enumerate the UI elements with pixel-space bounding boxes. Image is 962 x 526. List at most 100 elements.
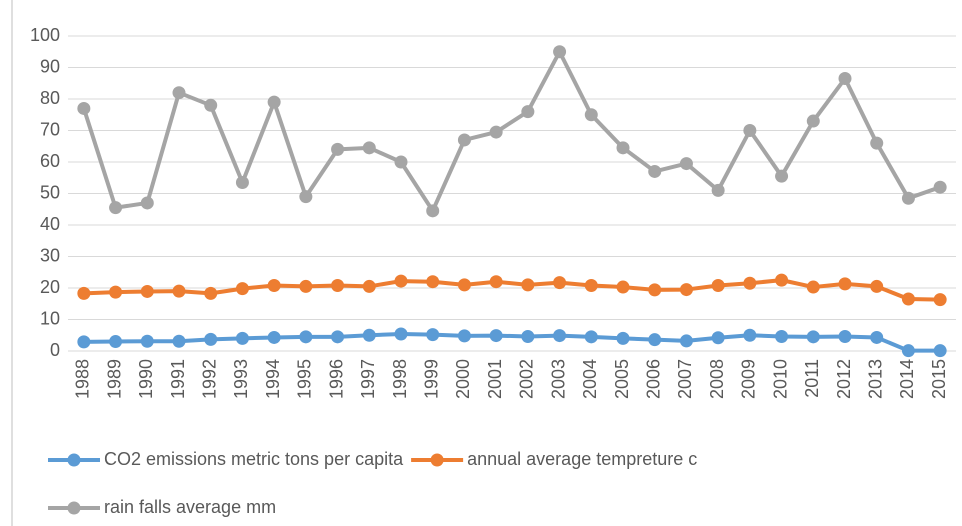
x-tick-label: 2011 bbox=[802, 359, 822, 398]
point bbox=[775, 169, 789, 183]
legend-label: annual average tempreture c bbox=[467, 449, 697, 469]
point bbox=[109, 285, 123, 299]
point bbox=[109, 335, 123, 349]
x-tick-label: 1993 bbox=[231, 359, 251, 399]
point bbox=[648, 164, 662, 178]
point bbox=[394, 327, 408, 341]
point bbox=[331, 330, 345, 344]
point bbox=[489, 125, 503, 139]
x-tick-label: 2009 bbox=[739, 359, 759, 399]
y-tick-label: 0 bbox=[50, 340, 60, 360]
x-tick-label: 2004 bbox=[580, 359, 600, 399]
point bbox=[838, 72, 852, 86]
point bbox=[521, 278, 535, 292]
x-tick-label: 1994 bbox=[263, 359, 283, 399]
point bbox=[394, 155, 408, 169]
point bbox=[457, 278, 471, 292]
point bbox=[775, 330, 789, 344]
x-tick-label: 1990 bbox=[136, 359, 156, 399]
point bbox=[711, 278, 725, 292]
y-tick-label: 90 bbox=[40, 56, 60, 76]
series-line bbox=[81, 49, 941, 213]
point bbox=[426, 275, 440, 289]
point bbox=[172, 86, 186, 100]
x-tick-label: 2013 bbox=[865, 359, 885, 399]
point bbox=[711, 183, 725, 197]
point bbox=[679, 334, 693, 348]
x-tick-label: 2006 bbox=[643, 359, 663, 399]
y-tick-label: 10 bbox=[40, 308, 60, 328]
point bbox=[362, 141, 376, 155]
point bbox=[521, 105, 535, 119]
x-tick-label: 1995 bbox=[295, 359, 315, 399]
point bbox=[838, 277, 852, 291]
legend-label: CO2 emissions metric tons per capita bbox=[104, 449, 404, 469]
point bbox=[933, 180, 947, 194]
point bbox=[901, 344, 915, 358]
point bbox=[806, 280, 820, 294]
x-tick-label: 1992 bbox=[199, 359, 219, 399]
point bbox=[172, 284, 186, 298]
point bbox=[743, 328, 757, 342]
point bbox=[140, 284, 154, 298]
x-tick-label: 1991 bbox=[168, 359, 188, 399]
point bbox=[901, 191, 915, 205]
y-tick-label: 70 bbox=[40, 119, 60, 139]
point bbox=[679, 283, 693, 297]
x-tick-label: 2005 bbox=[612, 359, 632, 399]
point bbox=[648, 283, 662, 297]
x-tick-label: 2014 bbox=[897, 359, 917, 399]
point bbox=[331, 142, 345, 156]
point bbox=[109, 201, 123, 215]
legend-label: rain falls average mm bbox=[104, 497, 276, 517]
point bbox=[870, 330, 884, 344]
y-tick-label: 60 bbox=[40, 151, 60, 171]
legend-marker bbox=[67, 501, 81, 515]
point bbox=[489, 275, 503, 289]
series-line bbox=[83, 278, 941, 302]
point bbox=[806, 114, 820, 128]
x-tick-label: 1996 bbox=[326, 359, 346, 399]
point bbox=[711, 331, 725, 345]
legend-marker bbox=[67, 453, 81, 467]
point bbox=[933, 344, 947, 358]
y-tick-label: 80 bbox=[40, 88, 60, 108]
point bbox=[235, 331, 249, 345]
point bbox=[584, 330, 598, 344]
x-tick-label: 2015 bbox=[929, 359, 949, 399]
x-tick-label: 2010 bbox=[770, 359, 790, 399]
point bbox=[140, 334, 154, 348]
point bbox=[235, 175, 249, 189]
point bbox=[362, 328, 376, 342]
point bbox=[331, 278, 345, 292]
x-tick-label: 2000 bbox=[453, 359, 473, 399]
point bbox=[870, 279, 884, 293]
point bbox=[267, 278, 281, 292]
chart-frame bbox=[11, 0, 962, 526]
point bbox=[204, 286, 218, 300]
point bbox=[426, 204, 440, 218]
point bbox=[838, 330, 852, 344]
point bbox=[426, 328, 440, 342]
point bbox=[521, 330, 535, 344]
x-tick-label: 1999 bbox=[421, 359, 441, 399]
point bbox=[77, 101, 91, 115]
point bbox=[362, 279, 376, 293]
point bbox=[775, 273, 789, 287]
point bbox=[553, 329, 567, 343]
point bbox=[394, 274, 408, 288]
x-tick-label: 1988 bbox=[73, 359, 93, 399]
legend-marker bbox=[430, 453, 444, 467]
point bbox=[172, 334, 186, 348]
x-tick-label: 1997 bbox=[358, 359, 378, 399]
point bbox=[299, 330, 313, 344]
y-tick-label: 20 bbox=[40, 277, 60, 297]
point bbox=[77, 286, 91, 300]
y-tick-label: 50 bbox=[40, 182, 60, 202]
point bbox=[933, 293, 947, 307]
point bbox=[489, 329, 503, 343]
point bbox=[204, 332, 218, 346]
x-tick-label: 2008 bbox=[707, 359, 727, 399]
x-tick-label: 1989 bbox=[104, 359, 124, 399]
